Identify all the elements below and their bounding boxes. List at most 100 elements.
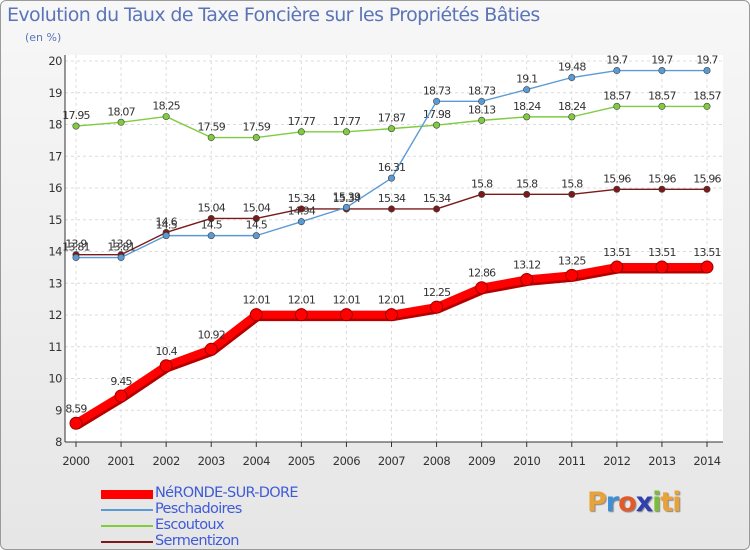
- y-tick-label: 15: [48, 213, 62, 227]
- series-point-1: [252, 232, 260, 240]
- series-point-2: [342, 128, 350, 136]
- x-tick-label: 2010: [513, 454, 540, 468]
- logo-letter: i: [652, 487, 661, 518]
- data-label-2: 18.57: [603, 89, 631, 102]
- x-tick-label: 2001: [107, 454, 134, 468]
- data-label-1: 18.73: [468, 84, 496, 97]
- data-label-2: 17.95: [62, 109, 90, 122]
- data-label-0: 12.01: [333, 294, 361, 307]
- series-point-2: [252, 134, 260, 142]
- x-tick-label: 2014: [693, 454, 720, 468]
- data-label-3: 13.9: [65, 238, 87, 251]
- data-label-1: 13.81: [107, 241, 135, 254]
- series-point-2: [703, 102, 711, 110]
- series-point-1: [387, 174, 395, 182]
- data-label-3: 15.8: [516, 177, 538, 190]
- series-point-0: [114, 389, 128, 403]
- series-point-0: [565, 268, 579, 282]
- data-label-3: 15.34: [288, 192, 316, 205]
- series-point-0: [159, 359, 173, 373]
- legend-swatch-neronde: [101, 490, 153, 499]
- series-point-1: [207, 232, 215, 240]
- data-label-0: 13.25: [558, 254, 586, 267]
- data-label-2: 17.59: [243, 121, 271, 134]
- data-label-2: 17.77: [288, 115, 316, 128]
- data-label-0: 8.59: [65, 402, 87, 415]
- series-point-2: [162, 113, 170, 121]
- series-point-1: [342, 203, 350, 211]
- series-point-2: [478, 116, 486, 124]
- data-label-1: 14.5: [155, 219, 177, 232]
- series-point-1: [568, 74, 576, 82]
- logo-letter: o: [618, 487, 637, 518]
- data-label-3: 15.96: [648, 172, 676, 185]
- data-label-0: 12.01: [243, 294, 271, 307]
- x-tick-label: 2012: [603, 454, 630, 468]
- legend-label-sermentizon: Sermentizon: [155, 533, 239, 549]
- data-label-1: 16.31: [378, 161, 406, 174]
- series-point-2: [297, 128, 305, 136]
- data-label-2: 18.57: [648, 89, 676, 102]
- unit-label: (en %): [25, 31, 62, 44]
- data-label-3: 13.9: [110, 238, 132, 251]
- data-label-0: 12.25: [423, 286, 451, 299]
- series-point-0: [655, 260, 669, 274]
- data-label-2: 18.24: [558, 100, 586, 113]
- y-tick-label: 13: [48, 276, 62, 290]
- x-tick-label: 2003: [198, 454, 225, 468]
- series-point-1: [162, 232, 170, 240]
- logo-letter: r: [605, 487, 619, 518]
- data-label-2: 18.07: [107, 105, 135, 118]
- series-point-0: [385, 308, 398, 322]
- y-tick-label: 19: [48, 86, 62, 100]
- data-label-3: 15.04: [197, 201, 225, 214]
- x-tick-label: 2011: [558, 454, 585, 468]
- series-point-1: [523, 86, 531, 94]
- data-label-2: 18.25: [152, 100, 180, 113]
- y-tick-label: 9: [55, 403, 62, 417]
- series-point-3: [523, 190, 531, 198]
- data-label-2: 18.57: [693, 89, 721, 102]
- series-point-3: [207, 214, 215, 222]
- data-label-1: 14.5: [246, 219, 268, 232]
- data-label-0: 13.51: [648, 246, 676, 259]
- data-label-2: 18.24: [513, 100, 541, 113]
- series-point-3: [478, 190, 486, 198]
- x-tick-label: 2009: [468, 454, 495, 468]
- y-tick-label: 8: [55, 435, 62, 449]
- series-point-0: [69, 416, 83, 430]
- data-label-2: 18.13: [468, 103, 496, 116]
- x-tick-label: 2005: [288, 454, 315, 468]
- data-label-0: 13.51: [603, 246, 631, 259]
- series-point-3: [613, 185, 621, 193]
- series-point-1: [658, 67, 666, 75]
- x-tick-label: 2000: [62, 454, 89, 468]
- data-label-1: 15.39: [333, 190, 361, 203]
- data-label-3: 15.8: [471, 177, 493, 190]
- series-point-3: [252, 214, 260, 222]
- series-point-0: [204, 342, 218, 356]
- data-label-3: 15.34: [378, 192, 406, 205]
- plot-area: [65, 55, 723, 442]
- data-label-0: 12.01: [378, 294, 406, 307]
- data-label-1: 14.94: [288, 205, 316, 218]
- series-point-1: [72, 254, 80, 262]
- legend-swatch-sermentizon: [101, 541, 153, 543]
- legend-swatch-peschadoires: [101, 509, 153, 511]
- line-chart: 8 9 10 11 12 13 14 15 16 17 18 19 20 2000 2001 2002 2003…: [48, 54, 723, 468]
- proxiti-logo: Proxiti: [587, 487, 682, 518]
- logo-letter: P: [587, 487, 607, 518]
- data-label-1: 19.1: [516, 73, 537, 86]
- series-point-2: [658, 102, 666, 110]
- x-tick-label: 2006: [333, 454, 360, 468]
- series-point-1: [703, 67, 711, 75]
- series-point-1: [117, 254, 125, 262]
- series-point-2: [613, 102, 621, 110]
- series-point-0: [610, 260, 624, 274]
- series-point-0: [430, 300, 444, 314]
- data-label-3: 15.8: [561, 177, 583, 190]
- data-label-3: 15.96: [693, 172, 721, 185]
- series-point-1: [613, 67, 621, 75]
- data-label-0: 10.92: [197, 328, 225, 341]
- data-label-1: 14.5: [201, 219, 223, 232]
